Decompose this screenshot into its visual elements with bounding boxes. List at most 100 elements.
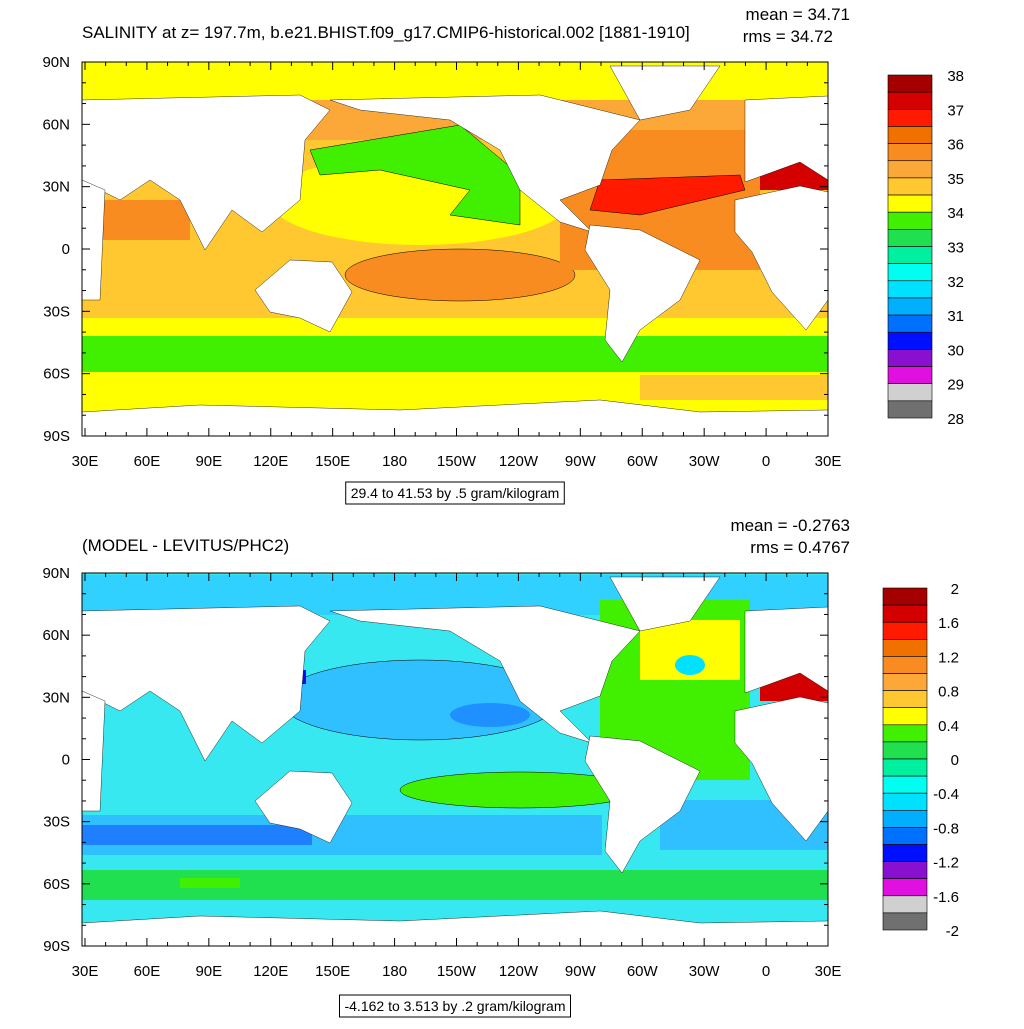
lon-label: 60W — [627, 453, 659, 470]
lon-label: 90W — [565, 453, 597, 470]
lat-label: 30S — [43, 303, 70, 320]
lat-label: 0 — [62, 752, 70, 769]
lon-label: 90E — [195, 963, 222, 980]
lon-label: 150E — [315, 963, 350, 980]
colorbar-box — [882, 741, 928, 760]
lon-label: 60E — [134, 963, 161, 980]
lat-label: 0 — [62, 241, 70, 258]
lon-label: 150E — [315, 453, 350, 470]
colorbar-box — [887, 194, 933, 213]
colorbar-box — [887, 400, 933, 419]
colorbar-box — [887, 280, 933, 299]
colorbar-label: 37 — [947, 102, 964, 119]
lat-label: 90N — [42, 54, 70, 71]
colorbar-box — [887, 109, 933, 127]
colorbar-box — [882, 844, 928, 862]
colorbar-label: 30 — [947, 342, 964, 359]
map-top — [82, 62, 828, 436]
mean-label: mean = -0.2763 — [730, 516, 850, 535]
colorbar-label: 31 — [947, 308, 964, 325]
colorbar-box — [887, 177, 933, 196]
lon-label: 30W — [689, 963, 721, 980]
colorbar-box — [887, 331, 933, 350]
colorbar-box — [882, 827, 928, 845]
lon-label: 30E — [72, 453, 99, 470]
range-note-box — [345, 481, 565, 505]
colorbar-box — [887, 383, 933, 402]
lat-label: 60S — [43, 876, 70, 893]
colorbar-box — [882, 775, 928, 794]
colorbar-label: 35 — [947, 171, 964, 188]
colorbar-box — [887, 91, 933, 110]
lon-label: 60W — [627, 963, 659, 980]
lon-label: 90E — [195, 453, 222, 470]
colorbar-box — [882, 690, 928, 708]
colorbar-label: -0.8 — [933, 820, 959, 837]
lon-label: 150W — [437, 453, 477, 470]
rms-label: rms = 34.72 — [743, 27, 833, 46]
range-note-box — [338, 994, 572, 1018]
colorbar-box — [882, 656, 928, 674]
colorbar-box — [882, 707, 928, 726]
lat-label: 90S — [43, 428, 70, 445]
panel-title: (MODEL - LEVITUS/PHC2) — [82, 536, 289, 555]
colorbar-box — [882, 878, 928, 897]
colorbar-label: -1.2 — [933, 855, 959, 872]
colorbar-box — [887, 211, 933, 230]
colorbar-label: 0.8 — [938, 684, 959, 701]
colorbar-box — [882, 587, 928, 606]
lat-label: 90S — [43, 938, 70, 955]
lat-label: 90N — [42, 565, 70, 582]
lon-label: 0 — [762, 453, 770, 470]
colorbar-box — [887, 297, 933, 316]
lon-label: 30E — [72, 963, 99, 980]
mean-label: mean = 34.71 — [746, 5, 850, 24]
lat-label: 30N — [42, 179, 70, 196]
lon-label: 150W — [437, 963, 477, 980]
colorbar-box — [882, 895, 928, 914]
colorbar-box — [887, 349, 933, 367]
colorbar-box — [882, 621, 928, 640]
lon-label: 60E — [134, 453, 161, 470]
colorbar-box — [887, 366, 933, 384]
colorbar-box — [887, 314, 933, 333]
lat-label: 60S — [43, 366, 70, 383]
colorbar-label: -1.6 — [933, 889, 959, 906]
lon-label: 30E — [815, 963, 842, 980]
colorbar-label: 1.2 — [938, 649, 959, 666]
range-note: 29.4 to 41.53 by .5 gram/kilogram — [351, 485, 560, 501]
colorbar-box — [882, 912, 928, 931]
colorbar-box — [882, 724, 928, 743]
lat-label: 30S — [43, 814, 70, 831]
lon-label: 0 — [762, 963, 770, 980]
lat-label: 30N — [42, 689, 70, 706]
colorbar-box — [887, 246, 933, 264]
panel-title: SALINITY at z= 197.7m, b.e21.BHIST.f09_g… — [82, 23, 690, 42]
colorbar-box — [887, 126, 933, 144]
lon-label: 30W — [689, 453, 721, 470]
colorbar-box — [882, 809, 928, 828]
colorbar-box — [887, 229, 933, 247]
lon-label: 120E — [253, 453, 288, 470]
lon-label: 120E — [253, 963, 288, 980]
lat-label: 60N — [42, 627, 70, 644]
colorbar-label: 29 — [947, 377, 964, 394]
colorbar-box — [882, 861, 928, 879]
lon-label: 30E — [815, 453, 842, 470]
lon-label: 180 — [382, 453, 407, 470]
colorbar-label: 34 — [947, 205, 964, 222]
colorbar-box — [887, 263, 933, 282]
colorbar-label: 33 — [947, 240, 964, 257]
colorbar-box — [887, 143, 933, 162]
rms-label: rms = 0.4767 — [750, 538, 850, 557]
colorbar-label: 1.6 — [938, 615, 959, 632]
lat-label: 60N — [42, 116, 70, 133]
colorbar-label: 36 — [947, 137, 964, 154]
colorbar-box — [882, 604, 928, 623]
colorbar-label: 38 — [947, 68, 964, 85]
colorbar-label: 28 — [947, 411, 964, 428]
lon-label: 120W — [499, 453, 539, 470]
colorbar-label: 32 — [947, 274, 964, 291]
colorbar-label: 0 — [951, 752, 959, 769]
